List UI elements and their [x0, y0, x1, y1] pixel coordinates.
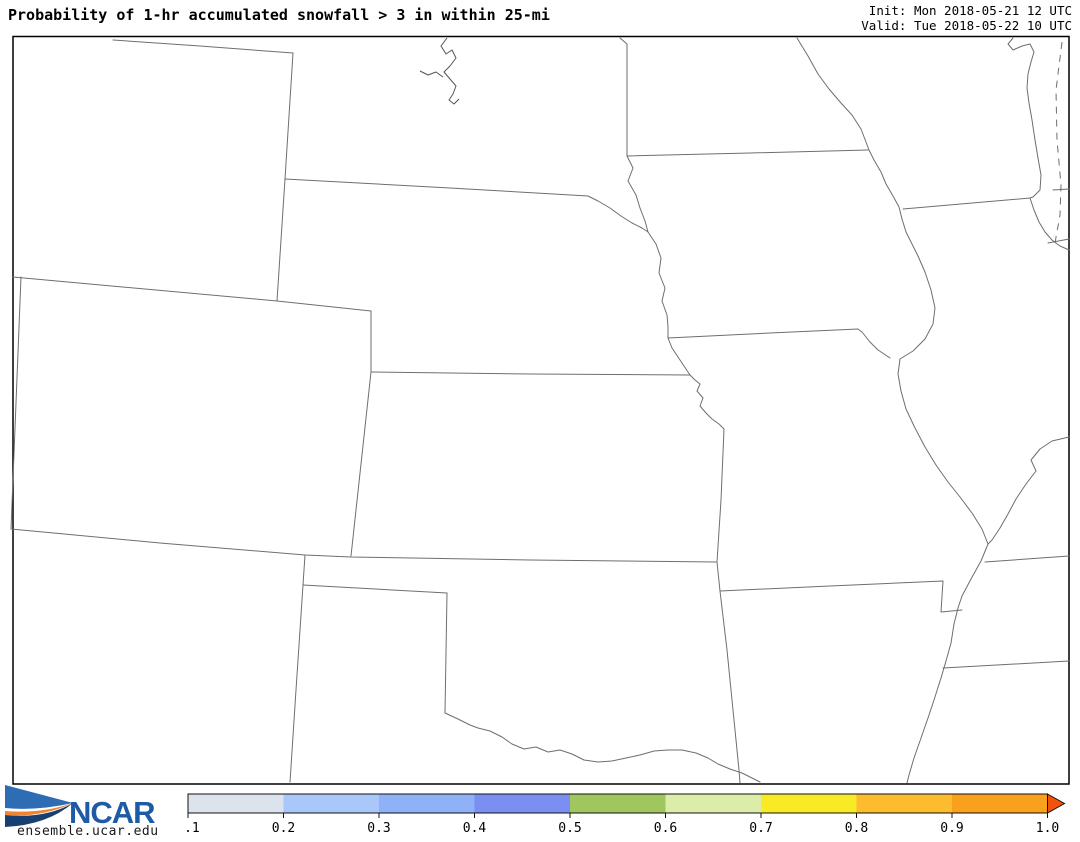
probability-colorbar: 0.1 0.2 0.3 0.4 0.5 0.6 0.7 0.8 0.9 1.0 — [185, 793, 1066, 836]
colorbar-label: 1.0 — [1036, 821, 1059, 836]
state-borders — [10, 37, 1070, 784]
colorbar-segment — [856, 794, 952, 813]
colorbar-label: 0.3 — [367, 821, 390, 836]
lake-oahe-outline — [419, 37, 460, 105]
colorbar-label: 0.1 — [185, 821, 200, 836]
colorbar-label: 0.2 — [272, 821, 295, 836]
colorbar-label: 0.4 — [463, 821, 487, 836]
colorbar-label: 0.8 — [845, 821, 868, 836]
colorbar-segment — [474, 794, 570, 813]
site-url: ensemble.ucar.edu — [17, 824, 159, 839]
init-time: Init: Mon 2018-05-21 12 UTC — [868, 3, 1072, 18]
colorbar-segment — [761, 794, 857, 813]
ncar-logo: NCAR — [5, 785, 156, 830]
ncar-logo-text: NCAR — [69, 795, 155, 830]
colorbar-label: 0.5 — [558, 821, 581, 836]
colorbar-segment — [952, 794, 1048, 813]
colorbar-segment — [665, 794, 761, 813]
water-boundary-dashed — [1054, 41, 1063, 244]
valid-time: Valid: Tue 2018-05-22 10 UTC — [861, 18, 1072, 33]
colorbar-segment — [283, 794, 379, 813]
colorbar-segment — [570, 794, 666, 813]
page-title: Probability of 1-hr accumulated snowfall… — [8, 6, 550, 24]
colorbar-segment — [188, 794, 284, 813]
run-timestamps: Init: Mon 2018-05-21 12 UTC Valid: Tue 2… — [861, 3, 1072, 33]
colorbar-label: 0.6 — [654, 821, 677, 836]
map-canvas — [10, 35, 1070, 785]
colorbar-segment — [379, 794, 475, 813]
colorbar-arrow — [1047, 793, 1066, 814]
ncar-logo-swoosh — [5, 785, 73, 827]
colorbar-label: 0.7 — [749, 821, 772, 836]
colorbar-label: 0.9 — [940, 821, 963, 836]
map-frame — [12, 35, 1070, 785]
